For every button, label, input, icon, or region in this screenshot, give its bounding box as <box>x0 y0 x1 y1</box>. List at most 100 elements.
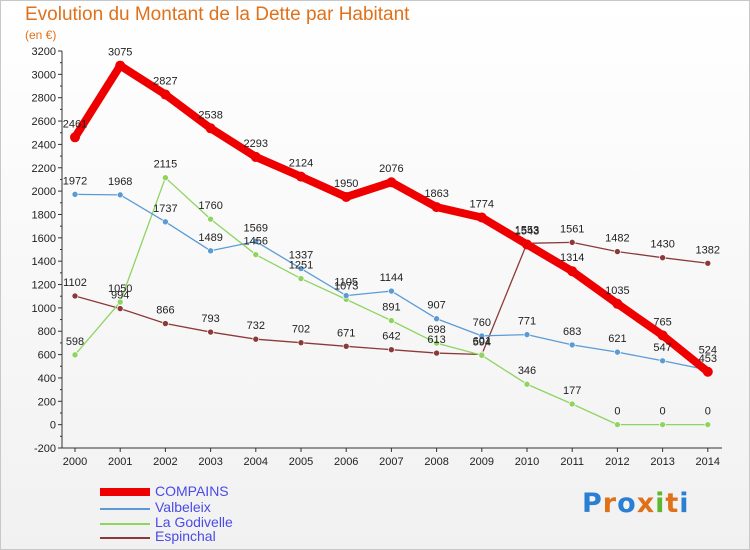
data-label: 1050 <box>108 283 132 295</box>
data-label: 671 <box>337 327 355 339</box>
data-label: 594 <box>473 336 491 348</box>
data-label: 547 <box>653 342 671 354</box>
data-point <box>614 421 621 428</box>
data-label: 2124 <box>289 158 313 170</box>
data-point <box>523 331 531 338</box>
y-tick-label: 2400 <box>32 139 56 151</box>
logo-letter: x <box>636 488 656 519</box>
data-label: 2076 <box>379 163 403 175</box>
data-point <box>162 174 169 181</box>
data-point <box>296 171 306 182</box>
data-point <box>568 239 576 246</box>
y-tick-label: -200 <box>34 443 56 455</box>
legend-item-la-godivelle: La Godivelle <box>100 514 320 530</box>
chart-subtitle: (en €) <box>25 28 57 42</box>
data-point <box>116 298 124 306</box>
legend-label-compains: COMPAINS <box>155 483 229 499</box>
logo-letter: r <box>602 488 618 519</box>
data-label: 907 <box>427 300 445 312</box>
y-tick-label: 2800 <box>32 93 56 105</box>
data-label: 1314 <box>560 252 584 264</box>
data-label: 1073 <box>334 280 358 292</box>
data-label: 1382 <box>696 244 720 256</box>
y-tick-label: 3000 <box>32 69 56 81</box>
x-tick-label: 2006 <box>334 456 358 468</box>
data-label: 683 <box>563 326 581 338</box>
data-label: 1760 <box>198 200 222 212</box>
data-point <box>297 265 305 272</box>
data-label: 0 <box>705 406 711 418</box>
data-point <box>704 259 712 267</box>
data-label: 1972 <box>63 175 87 187</box>
data-point <box>478 351 486 359</box>
y-tick-label: 2200 <box>32 163 56 175</box>
legend-swatch-la-godivelle <box>100 523 150 525</box>
legend-label-espinchal: Espinchal <box>155 528 216 544</box>
data-label: 1561 <box>560 223 584 235</box>
data-label: 1863 <box>424 188 448 200</box>
data-point <box>567 266 578 277</box>
data-point <box>207 215 214 223</box>
data-label: 621 <box>608 333 626 345</box>
data-point <box>250 151 261 162</box>
y-tick-label: 2000 <box>32 186 56 198</box>
data-label: 1144 <box>380 272 404 284</box>
chart-title: Evolution du Montant de la Dette par Hab… <box>25 4 410 25</box>
data-label: 771 <box>518 316 536 328</box>
y-tick-label: 600 <box>38 350 56 362</box>
data-label: 1569 <box>244 222 268 234</box>
legend-label-la-godivelle: La Godivelle <box>155 514 233 530</box>
y-tick-label: 800 <box>38 326 56 338</box>
data-label: 765 <box>653 316 671 328</box>
y-tick-label: 1800 <box>32 209 56 221</box>
legend-label-valbeleix: Valbeleix <box>155 499 211 515</box>
data-label: 1102 <box>63 277 87 289</box>
x-tick-label: 2007 <box>379 456 403 468</box>
data-point <box>612 298 623 309</box>
data-point <box>116 305 124 312</box>
legend-swatch-compains <box>100 488 150 496</box>
x-tick-label: 2012 <box>605 456 629 468</box>
data-point <box>70 132 80 143</box>
legend-item-compains: COMPAINS <box>100 483 320 499</box>
data-label: 3075 <box>108 47 132 59</box>
data-label: 793 <box>201 313 219 325</box>
data-point <box>341 191 352 202</box>
data-label: 1035 <box>605 285 629 297</box>
data-point <box>388 287 395 295</box>
data-label: 1553 <box>515 224 539 236</box>
data-point <box>388 317 395 324</box>
data-point <box>478 332 486 340</box>
data-label: 760 <box>473 317 491 329</box>
x-tick-label: 2003 <box>198 456 222 468</box>
data-point <box>522 239 532 250</box>
data-point <box>431 202 442 213</box>
x-tick-label: 2002 <box>153 456 177 468</box>
data-label: 2115 <box>154 159 178 171</box>
data-point <box>659 421 666 428</box>
data-label: 524 <box>699 344 717 356</box>
data-label: 1543 <box>515 225 539 237</box>
x-tick-label: 2001 <box>108 456 132 468</box>
data-point <box>659 254 666 261</box>
data-point <box>659 357 666 365</box>
data-point <box>207 247 214 255</box>
y-tick-label: 3200 <box>32 46 56 58</box>
data-label: 2538 <box>198 109 222 121</box>
data-label: 2293 <box>244 138 268 150</box>
data-point <box>614 348 621 356</box>
data-point <box>342 292 350 299</box>
logo-letter: t <box>665 488 680 519</box>
data-point <box>207 328 214 336</box>
x-tick-label: 2010 <box>515 456 539 468</box>
data-point <box>342 342 350 350</box>
y-tick-label: 1000 <box>32 303 56 315</box>
data-label: 601 <box>473 335 491 347</box>
logo-letter: i <box>679 488 690 519</box>
y-tick-label: 200 <box>38 396 56 408</box>
data-point <box>433 349 440 357</box>
data-label: 994 <box>111 290 129 302</box>
y-tick-label: 0 <box>50 420 56 432</box>
data-point <box>116 191 124 199</box>
